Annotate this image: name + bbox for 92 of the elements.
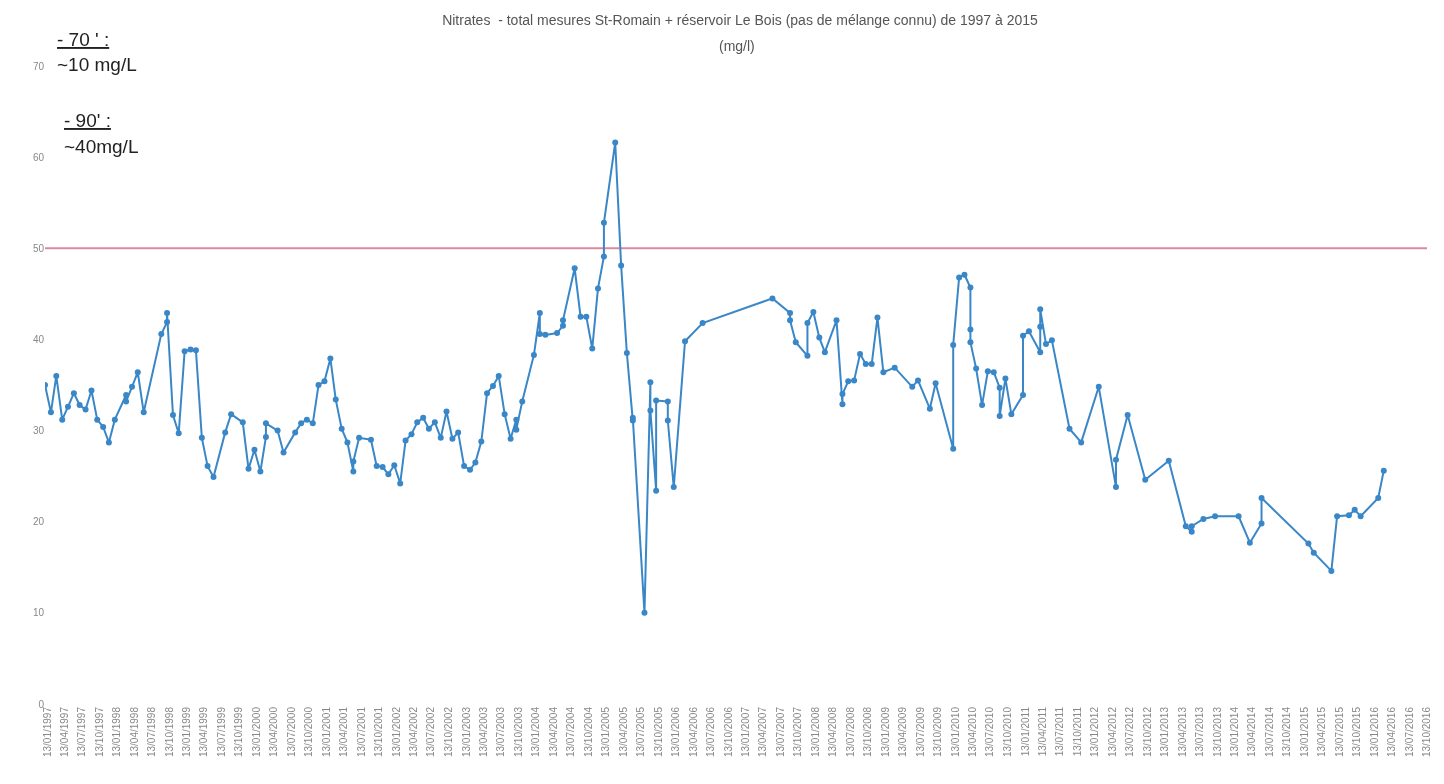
x-tick-label: 13/10/2005 [652,706,664,758]
x-tick-label: 13/01/2001 [321,706,333,758]
x-tick-label: 13/04/1999 [198,706,210,758]
x-tick-label: 13/01/2016 [1368,706,1380,758]
x-tick-label: 13/07/2008 [844,706,856,758]
x-tick-label: 13/01/2008 [809,706,821,758]
x-tick-label: 13/04/1997 [58,706,70,758]
annotation: ~10 mg/L [57,54,137,75]
x-tick-label: 13/10/2014 [1281,706,1293,758]
x-tick-label: 13/07/1998 [145,706,157,758]
x-tick-label: 13/04/2014 [1246,706,1258,758]
y-tick-label: 10 [32,607,45,619]
x-tick-label: 13/10/2015 [1351,706,1363,758]
x-tick-label: 13/10/2010 [1001,706,1013,758]
x-tick-label: 13/10/2004 [582,706,594,758]
text: - 70 ' : [57,29,110,50]
x-tick-label: 13/10/2007 [792,706,804,758]
x-tick-label: 13/04/2012 [1106,706,1118,758]
x-tick-label: 13/07/2000 [285,706,297,758]
x-tick-label: 13/01/2015 [1299,706,1311,758]
x-tick-label: 13/04/2000 [268,706,280,758]
x-tick-label: 13/01/2006 [670,706,682,758]
x-tick-label: 13/10/2008 [862,706,874,758]
x-tick-label: 13/04/2009 [897,706,909,758]
x-tick-label: 13/10/2000 [303,706,315,758]
x-tick-label: 13/07/2010 [984,706,996,758]
x-tick-label: 13/07/2016 [1403,706,1415,758]
x-tick-label: 13/07/2002 [425,706,437,758]
x-tick-label: 13/01/2012 [1089,706,1101,758]
y-tick-label: 60 [32,151,45,163]
y-tick-label: 70 [32,60,45,72]
x-tick-label: 13/04/2004 [547,706,559,758]
x-tick-label: 13/01/2004 [530,706,542,758]
x-tick-label: 13/04/2006 [687,706,699,758]
x-tick-label: 13/04/2008 [827,706,839,758]
x-tick-label: 13/04/2003 [477,706,489,758]
x-tick-label: 13/04/2013 [1176,706,1188,758]
x-tick-label: 13/10/2009 [932,706,944,758]
x-tick-label: 13/04/2011 [1036,706,1048,757]
x-tick-label: 13/07/2005 [635,706,647,758]
x-tick-label: 13/07/2015 [1333,706,1345,758]
x-tick-label: 13/01/2011 [1019,706,1031,757]
x-tick-label: 13/10/2002 [443,706,455,758]
x-tick-label: 13/07/2013 [1194,706,1206,758]
x-tick-label: 13/04/2015 [1316,706,1328,758]
y-tick-label: 30 [32,425,45,437]
chart-title: Nitrates - total mesures St-Romain + réservoir Le Bois (pas de mélange connu) de 1997 à 2015 [442,11,1039,28]
x-tick-label: 13/10/1999 [233,706,245,758]
x-tick-label: 13/01/1998 [111,706,123,758]
y-tick-label: 20 [32,516,45,528]
x-tick-label: 13/01/2003 [460,706,472,758]
y-tick-label: 50 [32,242,45,254]
chart-subtitle: (mg/l) [719,38,755,54]
x-tick-label: 13/04/2005 [617,706,629,758]
x-tick-label: 13/07/2012 [1124,706,1136,758]
x-tick-label: 13/07/2001 [355,706,367,758]
x-tick-label: 13/10/1997 [93,706,105,758]
x-tick-label: 13/10/2011 [1071,706,1083,757]
x-tick-label: 13/01/2005 [600,706,612,758]
x-tick-label: 13/04/2007 [757,706,769,758]
x-tick-label: 13/01/2010 [949,706,961,758]
x-tick-label: 13/10/2016 [1421,706,1433,758]
x-tick-label: 13/04/2001 [338,706,350,758]
x-tick-label: 13/07/2007 [774,706,786,758]
annotation: - 90' : [64,110,111,131]
y-tick-label: 40 [32,333,45,345]
x-tick-label: 13/01/1999 [181,706,193,758]
x-tick-label: 13/04/2002 [408,706,420,758]
x-tick-label: 13/10/2001 [373,706,385,758]
x-tick-label: 13/10/2006 [722,706,734,758]
x-tick-label: 13/04/1998 [128,706,140,758]
x-tick-label: 13/07/2011 [1054,706,1066,757]
x-tick-label: 13/07/2003 [495,706,507,758]
x-tick-label: 13/04/2016 [1386,706,1398,758]
x-tick-label: 13/10/1998 [163,706,175,758]
x-tick-label: 13/01/2013 [1159,706,1171,758]
x-tick-label: 13/07/1999 [215,706,227,758]
x-tick-label: 13/01/2007 [740,706,752,758]
x-tick-label: 13/10/2012 [1141,706,1153,758]
x-tick-label: 13/01/2009 [879,706,891,758]
x-tick-label: 13/07/2009 [914,706,926,758]
x-tick-label: 13/04/2010 [966,706,978,758]
x-tick-label: 13/01/2014 [1229,706,1241,758]
annotation: ~40mg/L [64,136,139,157]
x-tick-label: 13/07/2014 [1263,706,1275,758]
x-tick-label: 13/07/2006 [704,706,716,758]
x-tick-label: 13/07/1997 [76,706,88,758]
x-tick-label: 13/07/2004 [565,706,577,758]
x-tick-label: 13/10/2003 [512,706,524,758]
x-tick-label: 13/10/2013 [1211,706,1223,758]
x-tick-label: 13/01/2000 [251,706,262,758]
x-tick-label: 13/01/2002 [390,706,402,758]
